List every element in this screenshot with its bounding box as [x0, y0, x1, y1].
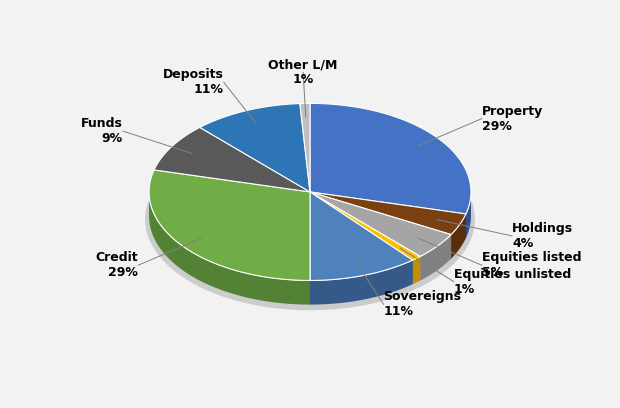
Polygon shape: [310, 192, 412, 280]
Polygon shape: [310, 192, 466, 238]
Polygon shape: [149, 191, 310, 305]
Polygon shape: [310, 192, 451, 259]
Polygon shape: [310, 192, 451, 257]
Polygon shape: [300, 103, 310, 192]
Ellipse shape: [146, 129, 474, 310]
Polygon shape: [200, 104, 310, 192]
Polygon shape: [466, 191, 471, 238]
Polygon shape: [451, 214, 466, 259]
Text: Equities listed
5%: Equities listed 5%: [482, 251, 581, 279]
Polygon shape: [310, 192, 412, 280]
Polygon shape: [149, 170, 310, 280]
Text: Equities unlisted
1%: Equities unlisted 1%: [454, 268, 571, 295]
Polygon shape: [310, 192, 420, 281]
Polygon shape: [310, 192, 466, 238]
Polygon shape: [310, 192, 412, 284]
Polygon shape: [310, 192, 451, 259]
Polygon shape: [200, 104, 310, 192]
Polygon shape: [310, 192, 466, 235]
Polygon shape: [420, 235, 451, 281]
Polygon shape: [310, 192, 466, 235]
Polygon shape: [310, 192, 420, 281]
Polygon shape: [310, 192, 412, 284]
Polygon shape: [154, 127, 310, 192]
Text: Other L/M
1%: Other L/M 1%: [268, 58, 338, 86]
Text: Holdings
4%: Holdings 4%: [512, 222, 573, 250]
Polygon shape: [310, 192, 451, 257]
Polygon shape: [310, 192, 420, 260]
Polygon shape: [412, 257, 420, 284]
Text: Deposits
11%: Deposits 11%: [163, 68, 224, 96]
Polygon shape: [149, 170, 310, 280]
Polygon shape: [310, 103, 471, 214]
Polygon shape: [310, 192, 420, 260]
Polygon shape: [310, 103, 471, 214]
Polygon shape: [310, 260, 412, 305]
Text: Credit
29%: Credit 29%: [95, 251, 138, 279]
Polygon shape: [154, 127, 310, 192]
Polygon shape: [300, 103, 310, 192]
Text: Property
29%: Property 29%: [482, 105, 543, 133]
Text: Funds
9%: Funds 9%: [81, 117, 123, 145]
Text: Sovereigns
11%: Sovereigns 11%: [384, 290, 462, 318]
